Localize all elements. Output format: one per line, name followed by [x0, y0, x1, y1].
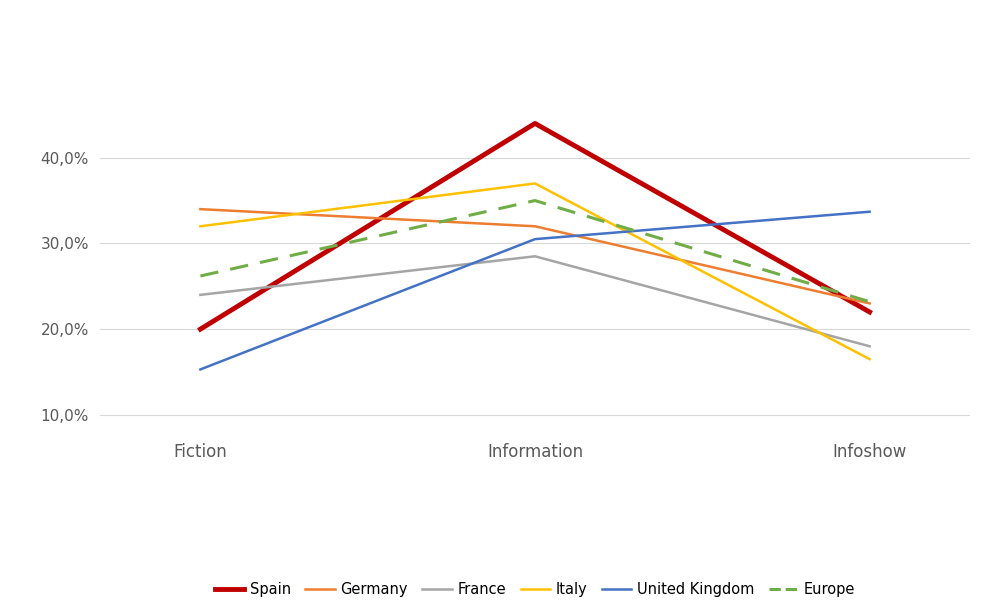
Legend: Spain, Germany, France, Italy, United Kingdom, Europe: Spain, Germany, France, Italy, United Ki…	[209, 576, 861, 600]
